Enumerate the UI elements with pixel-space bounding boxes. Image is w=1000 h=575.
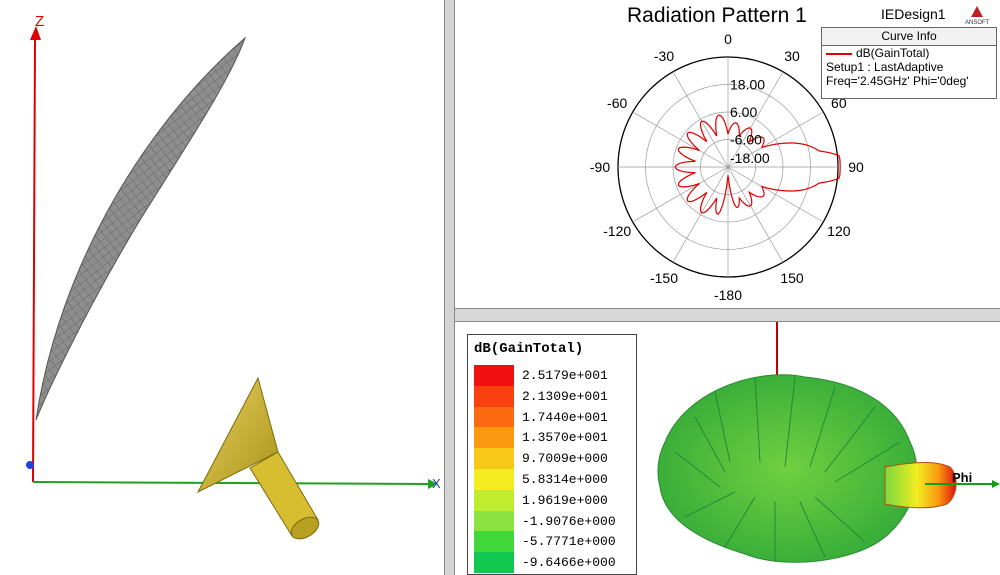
angle-tick-label: -60 [607,95,627,111]
x-axis-arrow [428,479,438,489]
legend-value: 1.3570e+001 [522,430,608,446]
legend-value: 1.9619e+000 [522,492,608,508]
legend-level: 1.3570e+001 [474,427,634,449]
x-axis-line [32,481,429,485]
z-axis-arrow [30,26,41,40]
legend-level: 5.8314e+000 [474,469,634,490]
grid-spoke [632,166,729,223]
grid-spoke [632,111,729,168]
legend-level: -1.9076e+000 [474,510,634,532]
vertical-splitter[interactable] [444,0,455,575]
curve-info-params: Freq='2.45GHz' Phi='0deg' [826,74,969,88]
phi-axis-arrow [992,480,1000,488]
curve-info-setup: Setup1 : LastAdaptive [826,60,944,74]
legend-level: 2.5179e+001 [474,365,634,386]
radial-tick-label: -6.00 [730,132,762,148]
horizontal-splitter[interactable] [455,308,1000,322]
legend-level: -5.7771e+000 [474,531,634,553]
angle-tick-labels: 0 30 60 90 120 150 -180 -150 -120 -90 -60 -30 [590,31,864,303]
main-lobe [884,461,957,509]
grid-spoke [727,111,824,168]
legend-swatch [474,489,514,511]
legend-value: 2.5179e+001 [522,368,608,383]
trace-swatch [826,52,852,55]
grid-spoke [727,166,824,223]
legend-swatch [474,552,514,573]
angle-tick-label: 90 [848,159,864,175]
gain-trace-line [674,114,841,216]
feed-horn-end [290,516,320,540]
legend-swatch [474,448,514,469]
legend-value: -5.7771e+000 [522,534,616,550]
legend-level: 2.1309e+001 [474,385,634,407]
ansoft-logo-icon: ANSOFT [965,6,990,26]
curve-info-trace[interactable]: dB(GainTotal) [822,46,996,60]
legend-value: -1.9076e+000 [522,513,616,529]
design-name: IEDesign1 [881,6,946,22]
radial-tick-labels: 18.00 6.00 -6.00 -18.00 [730,77,770,167]
plot-title: Radiation Pattern 1 [627,4,807,27]
legend-value: 2.1309e+001 [522,388,608,404]
reflector-dish [35,36,247,421]
angle-tick-label: -150 [650,270,678,286]
feed-horn-flare [196,376,279,494]
legend-swatch [474,365,514,386]
legend-swatch [474,406,514,428]
radial-tick-label: 18.00 [730,77,765,93]
field-plot-pane[interactable]: Phi dB(GainTotal) 2.5179e+001 2.1309e+001… [455,322,1000,575]
legend-swatch [474,427,514,449]
model-canvas[interactable]: Z X [0,0,444,575]
legend-value: 5.8314e+000 [522,472,608,487]
model-view[interactable]: Z X [0,0,444,575]
curve-info-panel[interactable]: Curve Info dB(GainTotal) Setup1 : LastAd… [821,27,997,99]
grid-spoke [727,166,784,263]
legend-swatch [474,469,514,490]
legend-title: dB(GainTotal) [474,341,584,357]
angle-tick-label: 60 [831,95,847,111]
angle-tick-label: 150 [780,270,804,286]
legend-swatch [474,510,514,532]
grid-spoke [672,71,729,168]
legend-level: 1.7440e+001 [474,406,634,428]
grid-spoke [727,71,784,168]
z-axis-label: Z [35,13,44,30]
gain-trace [674,114,841,216]
legend-value: 9.7009e+000 [522,451,608,467]
radial-tick-label: 6.00 [730,104,757,120]
legend-level: 1.9619e+000 [474,489,634,511]
radial-tick-label: -18.00 [730,150,770,166]
angle-tick-label: 30 [784,48,800,64]
curve-info-header: Curve Info [822,28,996,46]
pattern-body [657,374,918,563]
angle-tick-label: -180 [714,287,742,303]
pattern-ridges [674,376,901,562]
polar-grid [617,56,839,278]
polar-plot: Radiation Pattern 1 IEDesign1 ANSOFT 0 30… [590,4,990,303]
legend-value: -9.6466e+000 [522,555,616,571]
x-axis-label: X [432,476,441,491]
angle-tick-label: -30 [654,48,674,64]
legend-level: -9.6466e+000 [474,552,634,573]
brand-label: ANSOFT [965,20,990,26]
color-legend[interactable]: dB(GainTotal) 2.5179e+001 2.1309e+001 1.74… [467,334,637,575]
angle-tick-label: -120 [603,223,631,239]
origin-marker [26,461,34,469]
phi-axis-label: Phi [952,470,972,485]
legend-level: 9.7009e+000 [474,448,634,469]
trace-name: dB(GainTotal) [856,46,930,60]
z-axis-line [32,39,36,483]
legend-swatch [474,531,514,553]
angle-tick-label: -90 [590,159,610,175]
polar-plot-pane[interactable]: Radiation Pattern 1 IEDesign1 ANSOFT 0 30… [455,0,1000,308]
legend-value: 1.7440e+001 [522,409,608,425]
grid-spoke [672,166,729,263]
legend-swatch [474,385,514,407]
field-canvas[interactable]: Phi [455,322,1000,575]
angle-tick-label: 120 [827,223,851,239]
angle-tick-label: 0 [724,31,732,47]
